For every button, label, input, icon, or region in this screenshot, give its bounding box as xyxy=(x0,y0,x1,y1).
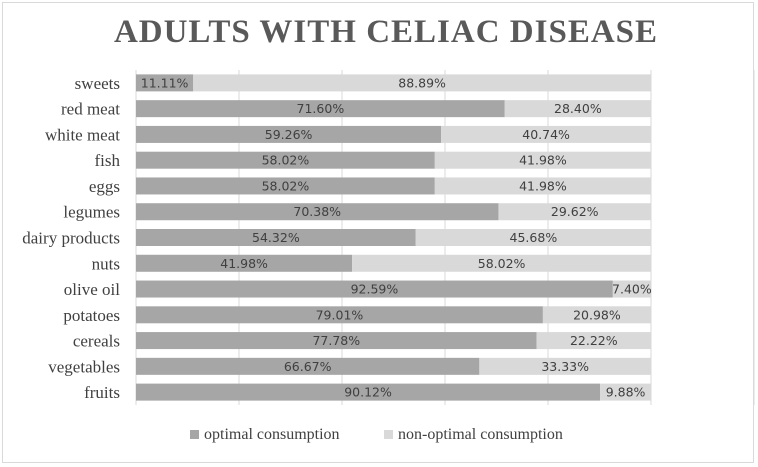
category-label-11: vegetables xyxy=(48,357,120,376)
bar-non-optimal-0 xyxy=(193,74,652,92)
data-label-non-optimal-5: 29.62% xyxy=(551,204,599,219)
bar-non-optimal-6 xyxy=(415,229,651,246)
legend-swatch-0 xyxy=(190,430,199,439)
bar-non-optimal-10 xyxy=(536,332,651,350)
data-label-optimal-5: 70.38% xyxy=(293,204,341,219)
bar-optimal-4 xyxy=(136,177,435,195)
bar-non-optimal-5 xyxy=(498,203,651,221)
data-label-optimal-7: 41.98% xyxy=(220,256,268,271)
data-label-non-optimal-12: 9.88% xyxy=(606,385,646,400)
category-label-5: legumes xyxy=(63,203,120,222)
data-label-optimal-2: 59.26% xyxy=(265,127,313,142)
legend-label-1: non-optimal consumption xyxy=(398,426,563,443)
data-label-non-optimal-7: 58.02% xyxy=(478,256,526,271)
legend-swatch-1 xyxy=(384,430,393,439)
data-label-optimal-12: 90.12% xyxy=(344,385,392,400)
legend: optimal consumption non-optimal consumpti… xyxy=(190,426,563,443)
bar-non-optimal-2 xyxy=(441,125,651,143)
chart-title: ADULTS WITH CELIAC DISEASE xyxy=(114,14,658,50)
data-label-non-optimal-9: 20.98% xyxy=(573,307,621,322)
data-label-optimal-8: 92.59% xyxy=(351,282,399,297)
data-label-optimal-1: 71.60% xyxy=(297,101,345,116)
category-label-12: fruits xyxy=(84,383,120,402)
data-label-non-optimal-10: 22.22% xyxy=(570,333,618,348)
data-label-optimal-11: 66.67% xyxy=(284,359,332,374)
data-label-non-optimal-8: 7.40% xyxy=(612,282,652,297)
bar-optimal-0 xyxy=(136,74,194,92)
category-label-0: sweets xyxy=(75,74,120,93)
category-label-2: white meat xyxy=(45,125,120,144)
bar-non-optimal-1 xyxy=(504,100,651,118)
bar-optimal-2 xyxy=(136,125,442,143)
data-label-optimal-4: 58.02% xyxy=(262,178,310,193)
data-label-optimal-3: 58.02% xyxy=(262,153,310,168)
bar-non-optimal-8 xyxy=(612,280,651,298)
data-label-non-optimal-3: 41.98% xyxy=(519,153,567,168)
data-label-optimal-6: 54.32% xyxy=(252,230,300,245)
category-label-7: nuts xyxy=(92,254,120,273)
data-label-non-optimal-6: 45.68% xyxy=(510,230,558,245)
data-label-non-optimal-0: 88.89% xyxy=(398,75,446,90)
bar-non-optimal-7 xyxy=(352,254,651,272)
bar-non-optimal-9 xyxy=(542,306,651,324)
category-label-4: eggs xyxy=(89,177,120,196)
data-label-optimal-0: 11.11% xyxy=(141,75,189,90)
bar-layer xyxy=(136,74,652,401)
category-label-6: dairy products xyxy=(22,229,120,248)
bar-non-optimal-4 xyxy=(434,177,651,195)
data-label-non-optimal-1: 28.40% xyxy=(554,101,602,116)
category-label-10: cereals xyxy=(73,332,120,351)
bar-optimal-11 xyxy=(136,357,480,375)
bar-optimal-5 xyxy=(136,203,499,221)
bar-optimal-1 xyxy=(136,100,505,118)
label-layer: 11.11% 88.89% sweets 71.60% 28.40% red meat 59… xyxy=(22,74,652,402)
category-label-8: olive oil xyxy=(64,280,120,299)
bar-non-optimal-11 xyxy=(479,357,651,375)
category-label-3: fish xyxy=(95,151,121,170)
bar-optimal-7 xyxy=(136,254,353,272)
bar-optimal-9 xyxy=(136,306,543,324)
data-label-optimal-9: 79.01% xyxy=(316,307,364,322)
bar-optimal-3 xyxy=(136,151,435,169)
data-label-non-optimal-11: 33.33% xyxy=(541,359,589,374)
bar-optimal-12 xyxy=(136,383,601,401)
bar-non-optimal-12 xyxy=(600,383,651,401)
data-label-non-optimal-2: 40.74% xyxy=(522,127,570,142)
data-label-optimal-10: 77.78% xyxy=(312,333,360,348)
bar-optimal-8 xyxy=(136,280,613,298)
data-label-non-optimal-4: 41.98% xyxy=(519,178,567,193)
category-label-9: potatoes xyxy=(63,306,120,325)
bar-non-optimal-3 xyxy=(434,151,651,169)
legend-label-0: optimal consumption xyxy=(204,426,340,443)
bar-optimal-10 xyxy=(136,332,537,350)
category-label-1: red meat xyxy=(61,100,120,119)
bar-optimal-6 xyxy=(136,229,416,246)
